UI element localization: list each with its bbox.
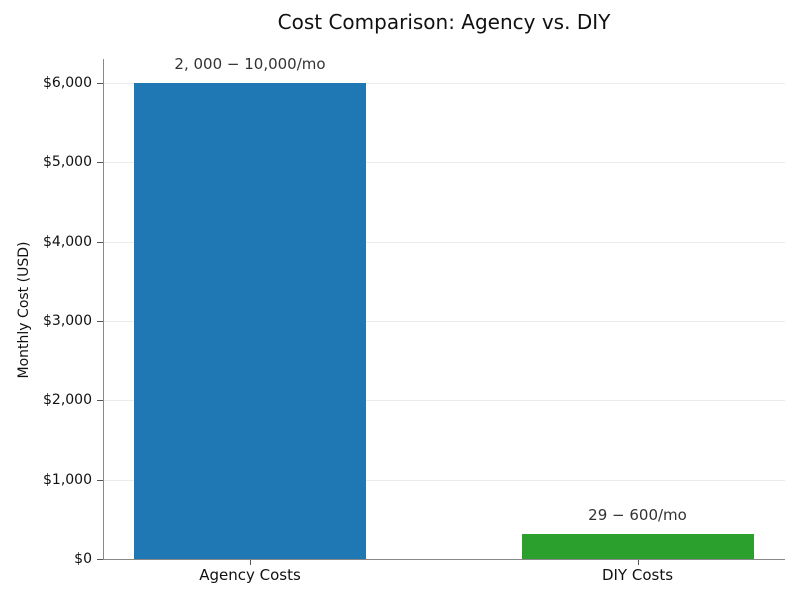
- y-tick-label: $4,000: [43, 234, 92, 250]
- y-tick-label: $0: [74, 551, 92, 567]
- bar-value-label: 2, 000 − 10,000/mo: [174, 55, 326, 73]
- x-tick-label: DIY Costs: [601, 566, 674, 584]
- gridline: [104, 162, 785, 163]
- chart-title: Cost Comparison: Agency vs. DIY: [277, 10, 611, 34]
- bar-agency-costs: [134, 83, 366, 559]
- gridline: [104, 480, 785, 481]
- y-tick-mark: [97, 559, 103, 560]
- y-tick-mark: [97, 242, 103, 243]
- x-tick-mark: [638, 560, 639, 565]
- y-tick-mark: [97, 83, 103, 84]
- x-tick-label: Agency Costs: [199, 566, 301, 584]
- gridline: [104, 400, 785, 401]
- x-tick-mark: [250, 560, 251, 565]
- y-axis-label: Monthly Cost (USD): [16, 241, 32, 379]
- gridline: [104, 242, 785, 243]
- gridline: [104, 83, 785, 84]
- y-tick-label: $2,000: [43, 392, 92, 408]
- gridline: [104, 321, 785, 322]
- y-tick-mark: [97, 400, 103, 401]
- y-tick-mark: [97, 321, 103, 322]
- bar-diy-costs: [521, 534, 754, 559]
- y-tick-label: $5,000: [43, 154, 92, 170]
- y-axis-line: [103, 59, 104, 559]
- bar-value-label: 29 − 600/mo: [588, 506, 687, 525]
- y-tick-label: $3,000: [43, 313, 92, 329]
- y-tick-label: $1,000: [43, 472, 92, 488]
- y-tick-label: $6,000: [43, 75, 92, 91]
- y-tick-mark: [97, 162, 103, 163]
- x-axis-line: [103, 559, 785, 560]
- y-tick-mark: [97, 480, 103, 481]
